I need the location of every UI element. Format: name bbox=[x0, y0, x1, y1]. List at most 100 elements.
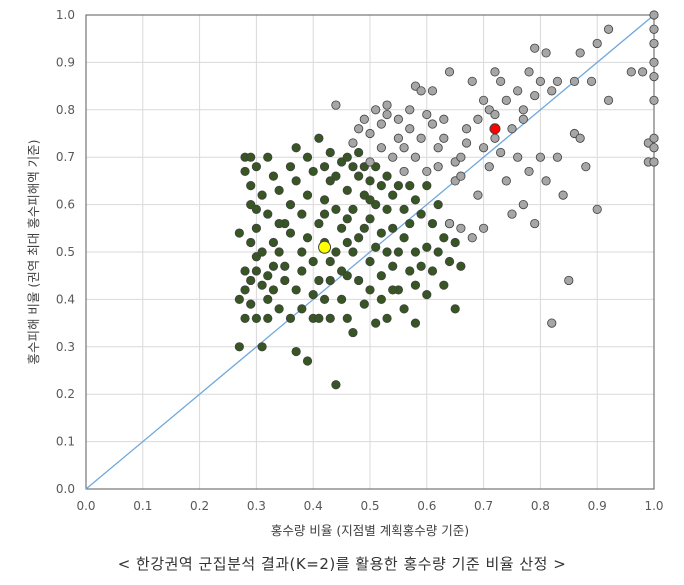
data-point-cluster-2 bbox=[461, 124, 472, 134]
x-axis-tick-labels: 0.0 0.1 0.2 0.3 0.4 0.5 0.6 0.7 0.8 0.9 1.0 bbox=[76, 499, 663, 513]
data-point-cluster-2 bbox=[603, 95, 614, 105]
data-point-cluster-1 bbox=[376, 271, 386, 281]
data-point-cluster-1 bbox=[234, 228, 244, 238]
x-tick-label: 0.7 bbox=[474, 499, 493, 513]
data-points bbox=[234, 10, 659, 390]
data-point-cluster-1 bbox=[376, 294, 386, 304]
data-point-cluster-1 bbox=[342, 152, 352, 162]
data-point-cluster-1 bbox=[422, 242, 432, 252]
data-point-cluster-2 bbox=[444, 67, 455, 77]
data-point-cluster-2 bbox=[388, 152, 398, 162]
data-point-cluster-1 bbox=[285, 200, 296, 210]
y-tick-label: 0.7 bbox=[56, 150, 75, 164]
cluster-centroids bbox=[318, 123, 501, 254]
data-point-cluster-2 bbox=[524, 67, 534, 77]
data-point-cluster-1 bbox=[280, 261, 290, 271]
data-point-cluster-2 bbox=[564, 275, 574, 286]
data-point-cluster-2 bbox=[422, 166, 432, 177]
data-point-cluster-2 bbox=[592, 204, 602, 214]
data-point-cluster-2 bbox=[359, 114, 369, 124]
data-point-cluster-2 bbox=[427, 119, 438, 129]
data-point-cluster-2 bbox=[575, 133, 585, 143]
y-tick-label: 0.1 bbox=[56, 435, 75, 449]
data-point-cluster-2 bbox=[478, 143, 489, 153]
data-point-cluster-2 bbox=[467, 233, 477, 243]
reference-diagonal-line bbox=[85, 14, 655, 490]
data-point-cluster-1 bbox=[331, 380, 341, 390]
data-point-cluster-2 bbox=[354, 124, 364, 134]
data-point-cluster-1 bbox=[450, 304, 460, 314]
data-point-cluster-2 bbox=[473, 190, 483, 200]
data-point-cluster-2 bbox=[461, 138, 472, 148]
data-point-cluster-2 bbox=[478, 95, 489, 105]
data-point-cluster-1 bbox=[342, 237, 352, 248]
data-point-cluster-2 bbox=[365, 128, 375, 139]
data-point-cluster-2 bbox=[569, 76, 580, 86]
data-point-cluster-1 bbox=[450, 237, 460, 248]
data-point-cluster-1 bbox=[314, 275, 324, 286]
data-point-cluster-1 bbox=[359, 299, 369, 309]
data-point-cluster-1 bbox=[348, 247, 358, 257]
data-point-cluster-2 bbox=[405, 105, 415, 115]
data-point-cluster-2 bbox=[393, 133, 403, 143]
data-point-cluster-2 bbox=[524, 166, 534, 177]
data-point-cluster-1 bbox=[246, 275, 256, 286]
data-point-cluster-1 bbox=[251, 266, 261, 276]
data-point-cluster-2 bbox=[558, 190, 568, 200]
x-axis-title: 홍수량 비율 (지점별 계획홍수량 기준) bbox=[271, 523, 469, 538]
data-point-cluster-1 bbox=[405, 266, 415, 276]
data-point-cluster-1 bbox=[365, 176, 375, 186]
data-point-cluster-1 bbox=[297, 266, 307, 276]
y-tick-label: 1.0 bbox=[56, 8, 75, 22]
x-tick-label: 0.1 bbox=[133, 499, 152, 513]
data-point-cluster-1 bbox=[274, 304, 284, 314]
x-tick-label: 0.8 bbox=[531, 499, 550, 513]
data-point-cluster-1 bbox=[274, 218, 284, 229]
data-point-cluster-1 bbox=[251, 223, 261, 233]
data-point-cluster-2 bbox=[649, 57, 659, 68]
data-point-cluster-1 bbox=[263, 271, 273, 281]
data-point-cluster-1 bbox=[427, 218, 438, 229]
data-point-cluster-1 bbox=[365, 285, 375, 295]
data-point-cluster-1 bbox=[410, 318, 421, 328]
data-point-cluster-2 bbox=[376, 143, 386, 153]
data-point-cluster-2 bbox=[513, 86, 523, 96]
data-point-cluster-1 bbox=[342, 185, 352, 195]
data-point-cluster-1 bbox=[319, 195, 330, 205]
data-point-cluster-1 bbox=[410, 280, 421, 290]
data-point-cluster-1 bbox=[251, 204, 261, 214]
data-point-cluster-1 bbox=[410, 195, 421, 205]
data-point-cluster-2 bbox=[552, 152, 563, 162]
data-point-cluster-1 bbox=[354, 233, 364, 243]
data-point-cluster-1 bbox=[291, 285, 301, 295]
data-point-cluster-2 bbox=[552, 76, 563, 86]
x-tick-label: 0.4 bbox=[304, 499, 323, 513]
y-tick-label: 0.9 bbox=[56, 55, 75, 69]
data-point-cluster-1 bbox=[274, 247, 284, 257]
data-point-cluster-1 bbox=[382, 204, 392, 214]
data-point-cluster-1 bbox=[246, 237, 256, 248]
data-point-cluster-1 bbox=[314, 133, 324, 143]
y-tick-label: 0.0 bbox=[56, 482, 75, 496]
x-tick-label: 0.2 bbox=[190, 499, 209, 513]
data-point-cluster-1 bbox=[354, 275, 364, 286]
x-tick-label: 1.0 bbox=[644, 499, 663, 513]
data-point-cluster-2 bbox=[456, 171, 466, 181]
data-point-cluster-2 bbox=[649, 72, 659, 82]
data-point-cluster-1 bbox=[325, 256, 335, 267]
data-point-cluster-2 bbox=[547, 318, 557, 328]
data-point-cluster-1 bbox=[416, 209, 426, 219]
data-point-cluster-2 bbox=[348, 138, 358, 148]
data-point-cluster-1 bbox=[331, 247, 341, 257]
data-point-cluster-1 bbox=[342, 214, 352, 224]
data-point-cluster-1 bbox=[251, 162, 261, 172]
data-point-cluster-1 bbox=[336, 294, 347, 304]
data-point-cluster-1 bbox=[342, 271, 352, 281]
data-point-cluster-2 bbox=[649, 133, 659, 143]
centroid-point-1 bbox=[318, 240, 332, 254]
data-point-cluster-2 bbox=[410, 152, 421, 162]
data-point-cluster-2 bbox=[518, 200, 528, 210]
data-point-cluster-1 bbox=[388, 261, 398, 271]
data-point-cluster-2 bbox=[530, 90, 540, 101]
data-point-cluster-2 bbox=[422, 109, 432, 120]
